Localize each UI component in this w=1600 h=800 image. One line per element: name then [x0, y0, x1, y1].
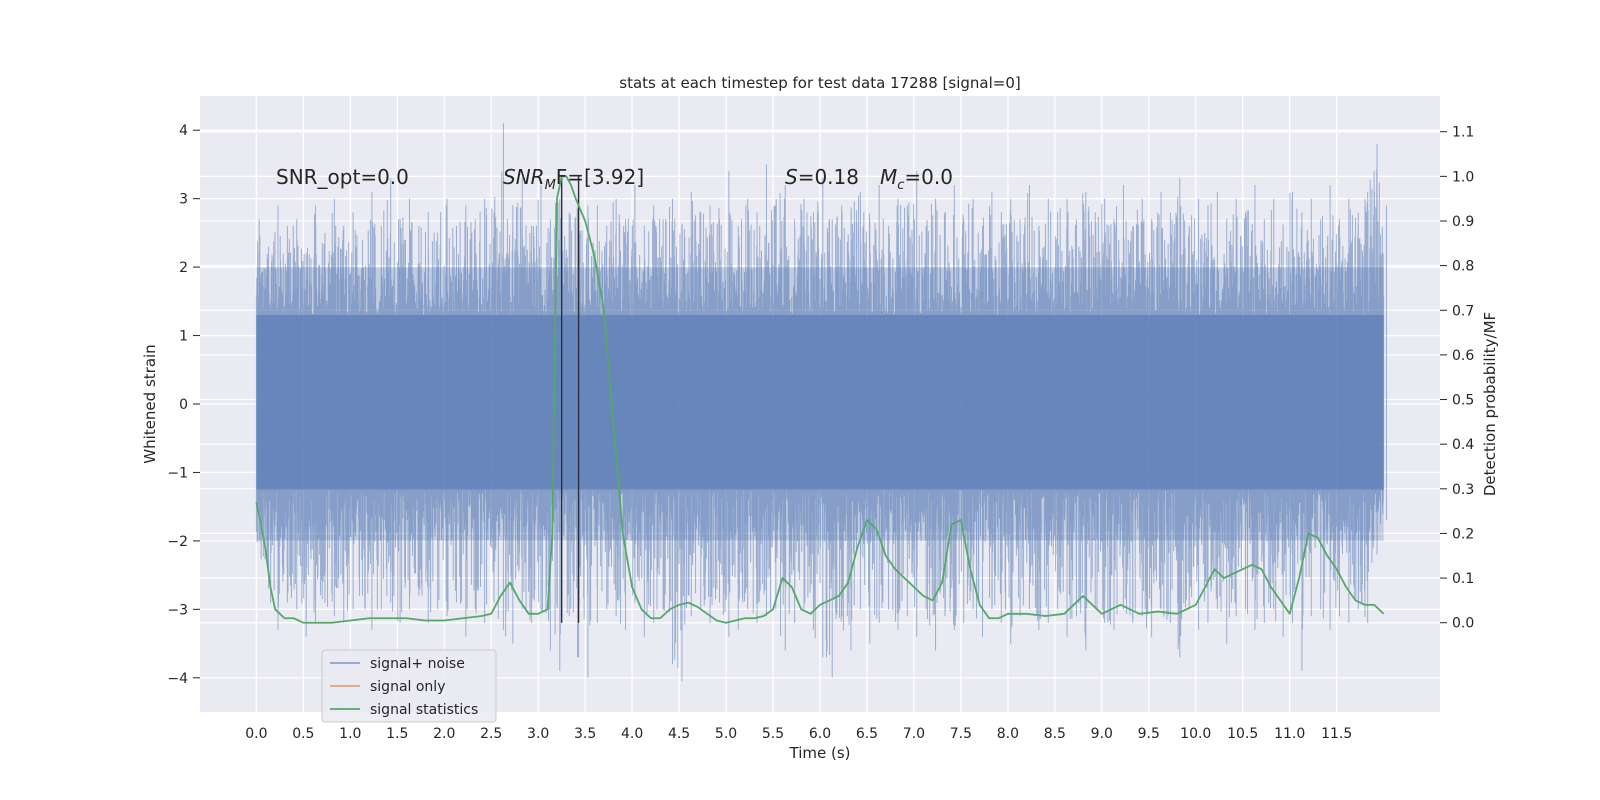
- s-symbol: S: [785, 165, 798, 189]
- x-tick-label: 4.0: [621, 726, 643, 742]
- y-axis-label-left: Whitened strain: [141, 344, 159, 463]
- x-tick-label: 4.5: [668, 726, 690, 742]
- noise-spikes: [255, 123, 1387, 682]
- y-left-tick-label: −4: [167, 671, 188, 687]
- snr-mf-symbol: SNR: [503, 165, 545, 189]
- x-tick-label: 3.5: [574, 726, 596, 742]
- x-axis-label: Time (s): [789, 744, 851, 762]
- snr-mf-subscript: M: [545, 178, 556, 193]
- x-tick-label: 6.5: [856, 726, 878, 742]
- x-tick-label: 9.0: [1091, 726, 1113, 742]
- chart-title: stats at each timestep for test data 172…: [619, 74, 1020, 92]
- y-right-tick-label: 0.7: [1452, 303, 1474, 319]
- annotation-s: S=0.18: [785, 165, 859, 189]
- y-left-tick-label: 3: [179, 192, 188, 208]
- x-tick-label: 7.0: [903, 726, 925, 742]
- y-right-tick-label: 0.2: [1452, 526, 1474, 542]
- y-right-tick-label: 0.5: [1452, 393, 1474, 409]
- y-right-tick-label: 1.1: [1452, 125, 1474, 141]
- y-left-tick-label: 2: [179, 260, 188, 276]
- x-tick-label: 3.0: [527, 726, 549, 742]
- signal-statistics-series: [255, 175, 1385, 624]
- legend: signal+ noise signal only signal statist…: [321, 649, 497, 723]
- x-tick-label: 10.0: [1180, 726, 1211, 742]
- legend-label-signal-only: signal only: [370, 679, 445, 695]
- annotation-snr-mf: SNRMF=[3.92]: [503, 165, 644, 193]
- x-tick-label: 8.0: [997, 726, 1019, 742]
- x-tick-label: 10.5: [1227, 726, 1258, 742]
- x-tick-label: 1.0: [339, 726, 361, 742]
- s-value: =0.18: [798, 165, 859, 189]
- x-tick-label: 0.0: [245, 726, 267, 742]
- x-tick-label: 9.5: [1138, 726, 1160, 742]
- mc-value: =0.0: [904, 165, 953, 189]
- snr-mf-value: F=[3.92]: [556, 165, 644, 189]
- annotation-snr-opt: SNR_opt=0.0: [276, 165, 409, 189]
- x-tick-label: 6.0: [809, 726, 831, 742]
- y-right-tick-label: 0.6: [1452, 348, 1474, 364]
- mc-subscript: c: [897, 178, 904, 193]
- legend-label-signal-statistics: signal statistics: [370, 702, 478, 718]
- x-tick-label: 2.0: [433, 726, 455, 742]
- x-tick-label: 5.5: [762, 726, 784, 742]
- y-right-tick-label: 0.8: [1452, 259, 1474, 275]
- x-tick-label: 1.5: [386, 726, 408, 742]
- x-tick-label: 5.0: [715, 726, 737, 742]
- y-right-tick-label: 1.0: [1452, 169, 1474, 185]
- x-tick-label: 8.5: [1044, 726, 1066, 742]
- y-left-tick-label: 1: [179, 329, 188, 345]
- y-left-tick-label: 4: [179, 123, 188, 139]
- mc-symbol: M: [880, 165, 897, 189]
- y-left-tick-label: −2: [167, 534, 188, 550]
- y-axis-right-ticks: 0.0 0.1 0.2 0.3 0.4 0.5 0.6 0.7 0.8 0.9 1.0 1.1: [1440, 125, 1474, 632]
- y-right-tick-label: 0.9: [1452, 214, 1474, 230]
- y-right-tick-label: 0.3: [1452, 482, 1474, 498]
- y-left-tick-label: 0: [179, 397, 188, 413]
- y-right-tick-label: 0.0: [1452, 616, 1474, 632]
- x-tick-label: 0.5: [292, 726, 314, 742]
- x-tick-label: 7.5: [950, 726, 972, 742]
- signal-noise-series: [255, 123, 1387, 682]
- x-tick-label: 11.0: [1274, 726, 1305, 742]
- y-right-tick-label: 0.4: [1452, 437, 1474, 453]
- y-axis-label-right: Detection probability/MF: [1481, 312, 1499, 496]
- annotation-mc: Mc=0.0: [880, 165, 953, 193]
- legend-label-signal-noise: signal+ noise: [370, 656, 465, 672]
- y-left-tick-label: −3: [167, 602, 188, 618]
- x-tick-label: 11.5: [1321, 726, 1352, 742]
- y-axis-left-ticks: −4 −3 −2 −1 0 1 2 3 4: [167, 123, 200, 687]
- legend-box: [321, 649, 497, 723]
- y-right-tick-label: 0.1: [1452, 571, 1474, 587]
- x-axis-ticks: 0.0 0.5 1.0 1.5 2.0 2.5 3.0 3.5 4.0 4.5 5.0 5.5 6.0 6…: [245, 726, 1352, 742]
- signal-statistics-line: [255, 175, 1385, 624]
- y-left-tick-label: −1: [167, 465, 188, 481]
- x-tick-label: 2.5: [480, 726, 502, 742]
- vertical-markers: [560, 176, 580, 623]
